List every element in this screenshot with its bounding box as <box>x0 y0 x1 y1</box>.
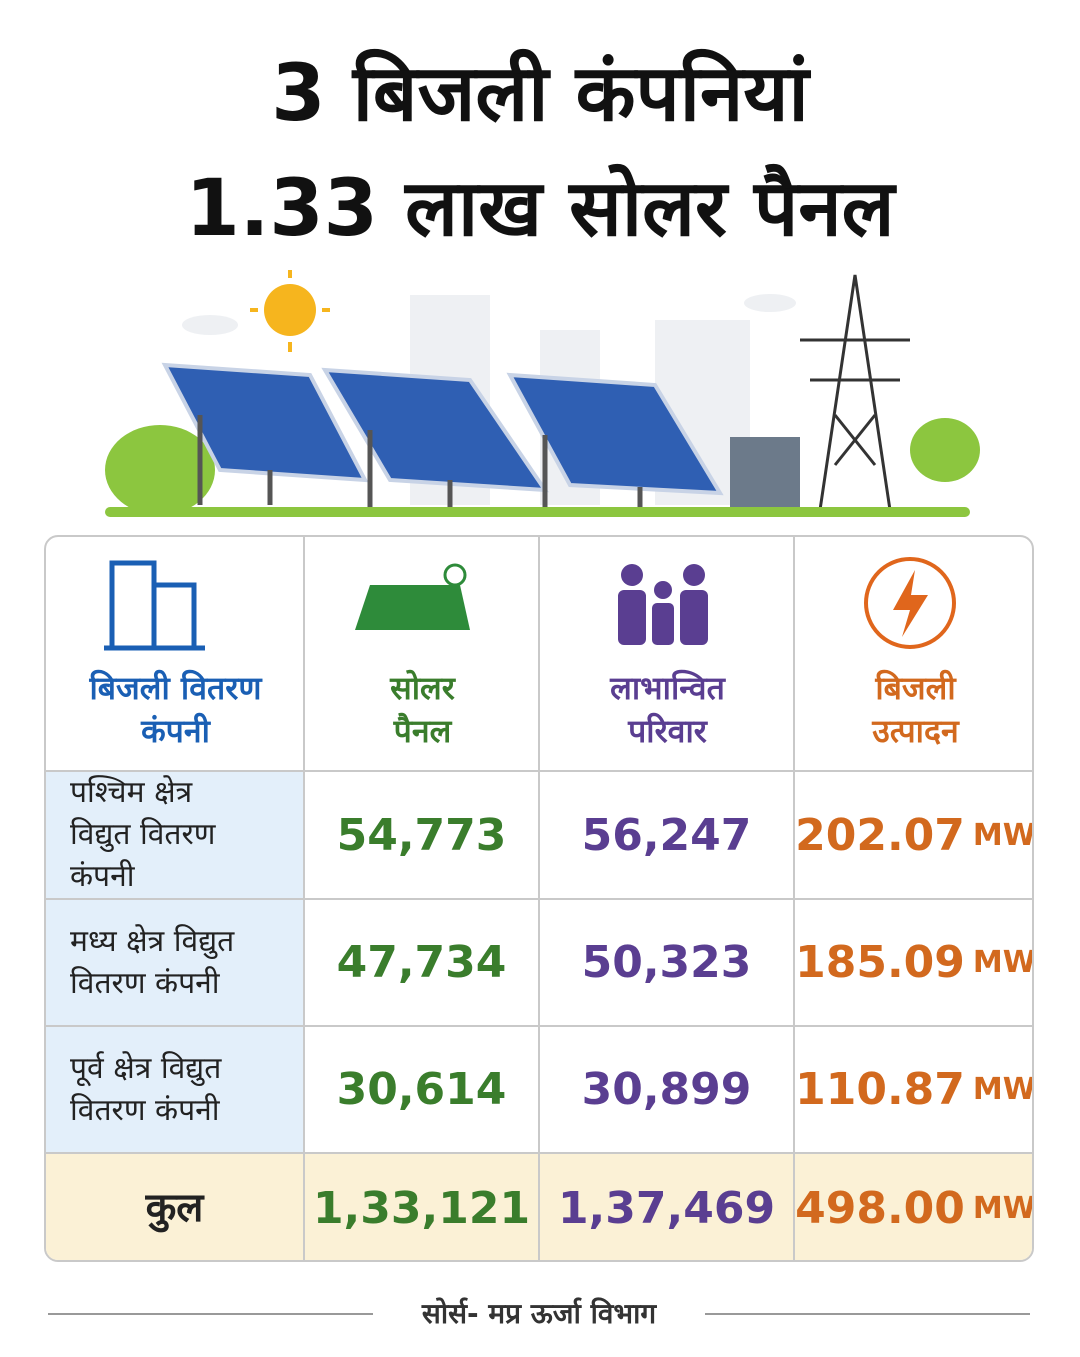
header-icons <box>104 557 956 651</box>
power-value: 110.87 <box>795 1064 965 1115</box>
power-cell: 498.00 MW <box>795 1154 1034 1260</box>
panels-cell: 30,614 <box>305 1027 540 1154</box>
panels-cell: 54,773 <box>305 772 540 900</box>
header-label: बिजली उत्पादन <box>872 669 959 751</box>
families-cell: 50,323 <box>540 900 795 1027</box>
header-cell: बिजली उत्पादन <box>795 537 1032 772</box>
illustration <box>105 270 980 517</box>
title-line: 3 बिजली कंपनियां <box>271 49 809 139</box>
power-unit: MW <box>972 945 1034 980</box>
power-unit: MW <box>972 1190 1034 1226</box>
divider <box>705 1313 1030 1315</box>
source: सोर्स- मप्र ऊर्जा विभाग <box>421 1297 657 1330</box>
header-label: सोलर पैनल <box>390 669 455 751</box>
power-unit: MW <box>972 817 1034 853</box>
row-label: मध्य क्षेत्र विद्युत वितरण कंपनी <box>46 900 305 1027</box>
header-label: बिजली वितरण कंपनी <box>89 669 262 751</box>
header-cell: बिजली वितरण कंपनी <box>46 537 305 772</box>
power-unit: MW <box>972 1072 1034 1107</box>
power-value: 202.07 <box>795 809 965 861</box>
row-label: पश्चिम क्षेत्र विद्युत वितरण कंपनी <box>46 772 305 900</box>
header-label: लाभान्वित परिवार <box>610 669 725 751</box>
header-cell: सोलर पैनल <box>305 537 540 772</box>
header-cell: लाभान्वित परिवार <box>540 537 795 772</box>
power-value: 185.09 <box>795 937 965 988</box>
panels-cell: 1,33,121 <box>305 1154 540 1260</box>
families-cell: 30,899 <box>540 1027 795 1154</box>
power-cell: 185.09 MW <box>795 900 1034 1027</box>
power-value: 498.00 <box>795 1182 965 1234</box>
families-cell: 56,247 <box>540 772 795 900</box>
divider <box>48 1313 373 1315</box>
power-cell: 202.07 MW <box>795 772 1034 900</box>
families-cell: 1,37,469 <box>540 1154 795 1260</box>
row-label: पूर्व क्षेत्र विद्युत वितरण कंपनी <box>46 1027 305 1154</box>
row-label: कुल <box>46 1154 305 1260</box>
power-cell: 110.87 MW <box>795 1027 1034 1154</box>
data-table: बिजली वितरण कंपनी सोलर पैनल लाभान्वित परिव… <box>44 535 1034 1262</box>
panels-cell: 47,734 <box>305 900 540 1027</box>
title-line: 1.33 लाख सोलर पैनल <box>185 164 895 254</box>
